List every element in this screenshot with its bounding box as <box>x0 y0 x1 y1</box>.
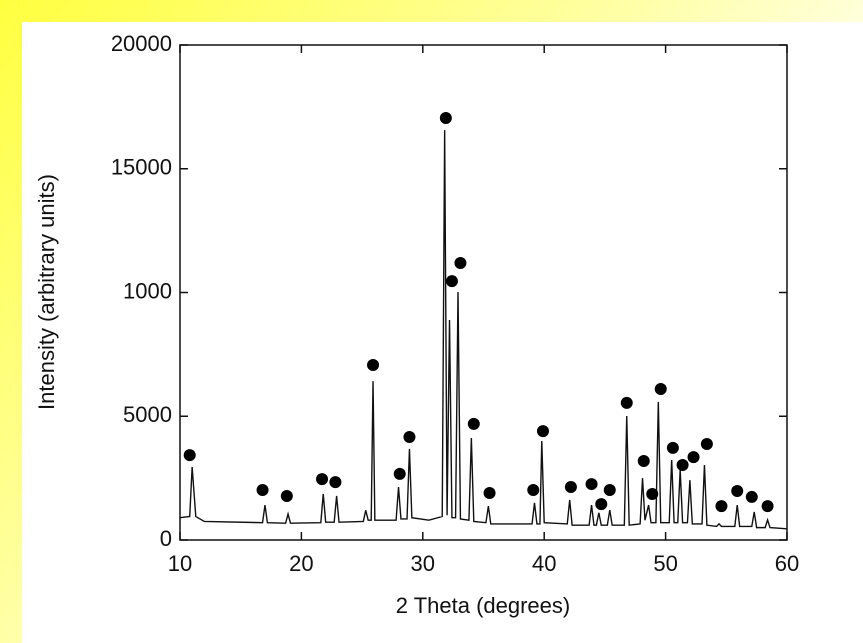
peak-marker <box>666 441 679 454</box>
peak-marker <box>256 484 269 497</box>
peak-marker <box>439 112 452 125</box>
peak-marker <box>316 473 329 486</box>
peak-marker <box>329 476 342 489</box>
x-axis-label: 2 Theta (degrees) <box>396 593 570 618</box>
y-tick-label: 15000 <box>111 155 172 180</box>
peak-marker <box>454 257 467 270</box>
peak-marker <box>445 275 458 288</box>
peak-marker <box>646 487 659 500</box>
peak-marker <box>183 449 196 462</box>
peak-marker <box>731 484 744 497</box>
peak-marker <box>761 500 774 513</box>
peak-marker <box>564 481 577 494</box>
peak-marker <box>367 359 380 372</box>
x-tick-label: 50 <box>653 551 677 576</box>
peak-marker <box>585 478 598 491</box>
peak-marker <box>715 500 728 513</box>
peak-marker <box>676 459 689 472</box>
peak-marker <box>654 383 667 396</box>
peak-marker <box>393 467 406 480</box>
peak-marker <box>687 451 700 464</box>
peak-marker <box>700 437 713 450</box>
peak-marker <box>595 498 608 511</box>
x-tick-label: 40 <box>532 551 556 576</box>
peak-marker <box>483 486 496 499</box>
peak-marker <box>527 484 540 497</box>
peak-marker <box>603 484 616 497</box>
peak-marker <box>536 425 549 438</box>
y-tick-label: 1000 <box>123 278 172 303</box>
y-tick-label: 5000 <box>123 402 172 427</box>
pattern-line <box>179 130 788 530</box>
y-tick-label: 0 <box>160 526 172 551</box>
peak-marker <box>467 417 480 430</box>
y-tick-label: 20000 <box>111 31 172 56</box>
peak-marker <box>403 431 416 444</box>
peak-marker <box>637 455 650 468</box>
peak-marker <box>280 489 293 502</box>
plot-frame <box>179 44 788 541</box>
peak-marker <box>745 490 758 503</box>
peak-marker <box>620 396 633 409</box>
x-tick-label: 60 <box>775 551 799 576</box>
x-tick-label: 30 <box>411 551 435 576</box>
x-tick-label: 20 <box>289 551 313 576</box>
x-tick-label: 10 <box>168 551 192 576</box>
y-axis-label: Intensity (arbitrary units) <box>34 174 59 410</box>
